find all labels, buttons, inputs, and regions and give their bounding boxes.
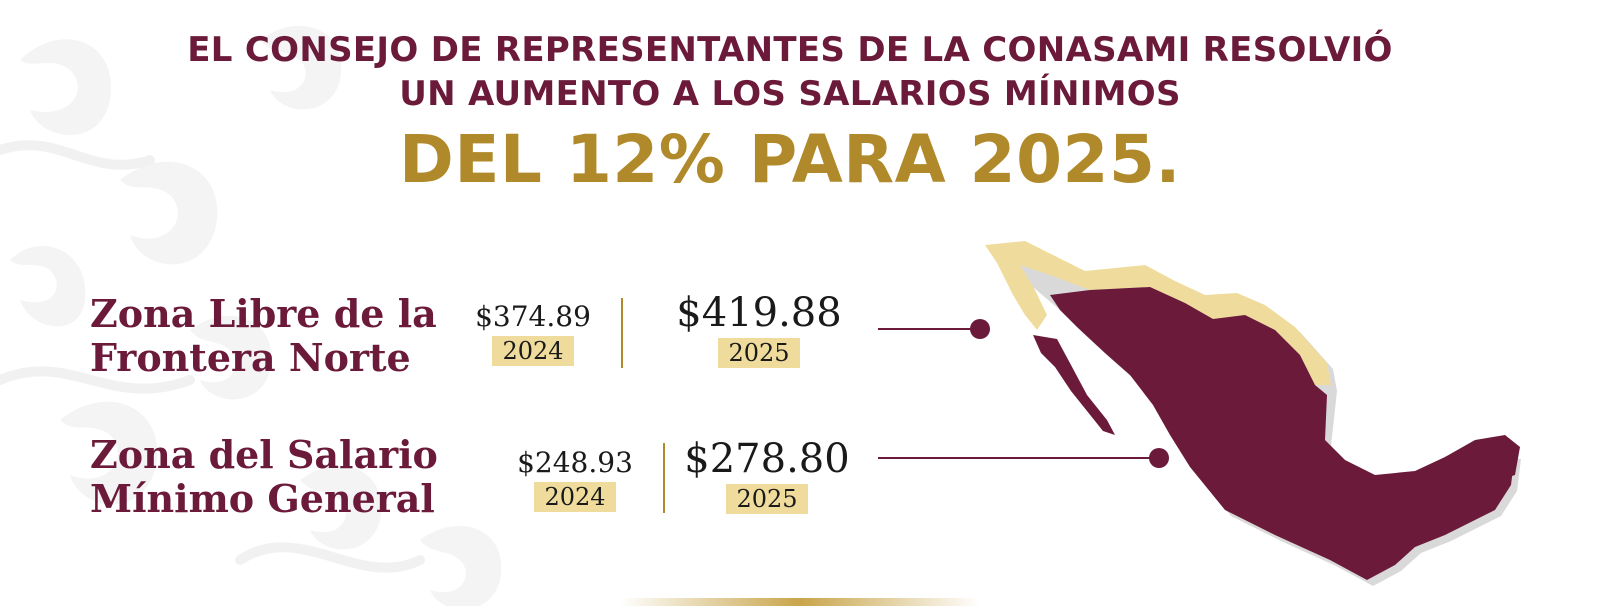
zone-label-line-1: Zona del Salario: [90, 432, 438, 477]
current-amount-value: $278.80: [684, 436, 850, 482]
previous-amount-value: $248.93: [517, 446, 633, 479]
previous-amount-frontera-norte: $374.89 2024: [470, 300, 596, 366]
mexico-map-icon: [985, 241, 1521, 586]
map-pointer-dot-frontera-norte: [970, 319, 990, 339]
headline-line-1: EL CONSEJO DE REPRESENTANTES DE LA CONAS…: [187, 30, 1393, 70]
zone-label-salario-general: Zona del Salario Mínimo General: [90, 433, 438, 521]
zone-label-line-2: Frontera Norte: [90, 335, 411, 380]
baja-peninsula: [997, 263, 1047, 330]
year-badge-2024: 2024: [534, 482, 616, 512]
previous-amount-salario-general: $248.93 2024: [510, 446, 640, 512]
headline-highlight: DEL 12% PARA 2025.: [399, 121, 1181, 198]
headline-line-2: UN AUMENTO A LOS SALARIOS MÍNIMOS: [399, 74, 1181, 114]
zone-label-line-2: Mínimo General: [90, 476, 435, 521]
amount-divider: [621, 298, 623, 368]
northern-zone-strip: [985, 241, 1331, 385]
year-badge-2025: 2025: [718, 338, 800, 368]
current-amount-value: $419.88: [676, 290, 842, 336]
current-amount-frontera-norte: $419.88 2025: [668, 290, 850, 368]
previous-amount-value: $374.89: [475, 300, 591, 333]
connector-line-salario-general: [878, 457, 1154, 459]
map-pointer-dot-salario-general: [1149, 448, 1169, 468]
zone-label-frontera-norte: Zona Libre de la Frontera Norte: [90, 292, 437, 380]
yucatan-peninsula: [1445, 435, 1520, 493]
connector-line-frontera-norte: [878, 328, 978, 330]
bottom-accent-line: [620, 598, 980, 606]
zone-label-line-1: Zona Libre de la: [90, 291, 437, 336]
mexico-mainland: [1050, 287, 1515, 580]
year-badge-2025: 2025: [726, 484, 808, 514]
current-amount-salario-general: $278.80 2025: [676, 436, 858, 514]
baja-south: [1033, 335, 1115, 435]
amount-divider: [663, 443, 665, 513]
year-badge-2024: 2024: [492, 336, 574, 366]
headline: EL CONSEJO DE REPRESENTANTES DE LA CONAS…: [0, 28, 1580, 198]
